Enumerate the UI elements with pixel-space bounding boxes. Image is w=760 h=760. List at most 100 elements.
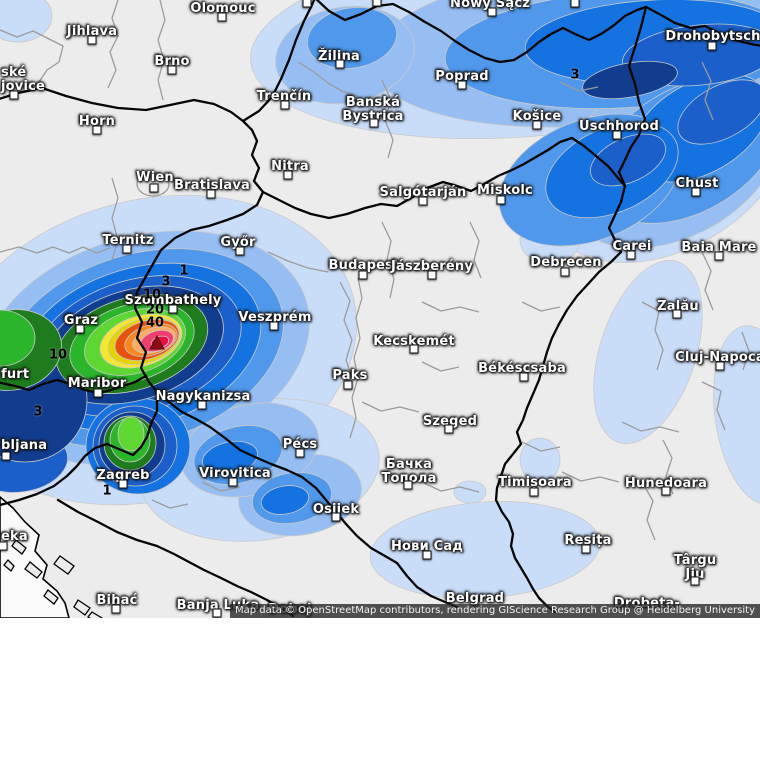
- legend-panel: Niederschlagssumme, 6std (mm) Prognose f…: [0, 618, 760, 760]
- city-marker: [691, 187, 701, 197]
- city-marker: [217, 12, 227, 22]
- contour-value-label: 3: [570, 67, 580, 83]
- city-label: Debrecen: [530, 254, 602, 270]
- city-marker: [87, 35, 97, 45]
- city-marker: [487, 7, 497, 17]
- city-marker: [457, 80, 467, 90]
- city-marker: [235, 246, 245, 256]
- city-label: Carei: [612, 238, 652, 254]
- city-marker: [331, 512, 341, 522]
- city-label: bljana: [1, 437, 48, 453]
- city-label: Pécs: [282, 436, 318, 452]
- city-marker: [295, 448, 305, 458]
- city-label: Uschhorod: [579, 118, 659, 134]
- city-marker: [418, 196, 428, 206]
- city-marker: [372, 0, 382, 7]
- city-label: Békéscsaba: [478, 360, 566, 376]
- city-label: Košice: [512, 108, 562, 124]
- city-marker: [167, 65, 177, 75]
- city-marker: [197, 400, 207, 410]
- city-label: Nowy Sącz: [449, 0, 531, 11]
- city-marker: [283, 170, 293, 180]
- city-label: Olomouc: [190, 0, 256, 16]
- city-label: Бачка Топола: [381, 456, 437, 486]
- city-label: Baia Mare: [681, 239, 757, 255]
- city-marker: [672, 309, 682, 319]
- city-label: Veszprém: [238, 309, 312, 325]
- city-marker: [206, 189, 216, 199]
- city-label: Paks: [332, 367, 368, 383]
- city-marker: [532, 120, 542, 130]
- city-label: eka: [1, 528, 28, 544]
- city-marker: [519, 372, 529, 382]
- map-label-layer: Jihlava Brno Olomouc ské jovice Horn Žilina Tre…: [0, 0, 760, 618]
- city-marker: [715, 361, 725, 371]
- city-marker: [75, 324, 85, 334]
- city-label: Banská Bystrica: [342, 94, 404, 124]
- city-label: Jihlava: [66, 23, 118, 39]
- city-label: Osijek: [312, 501, 360, 517]
- city-marker: [661, 486, 671, 496]
- national-borders: [0, 0, 760, 618]
- contour-value-label: 3: [161, 274, 171, 290]
- city-marker: [427, 270, 437, 280]
- city-marker: [358, 270, 368, 280]
- city-label: Belgrad: [445, 590, 505, 606]
- city-marker: [560, 267, 570, 277]
- regional-borders: [0, 0, 750, 541]
- city-label: Poprad: [435, 68, 489, 84]
- city-marker: [581, 544, 591, 554]
- city-label: Timișoara: [498, 474, 572, 490]
- city-label: Graz: [63, 312, 99, 328]
- map-attribution: Map data © OpenStreetMap contributors, r…: [230, 604, 760, 618]
- city-label: furt: [1, 366, 30, 382]
- city-marker: [0, 541, 8, 551]
- city-label: Budapest: [328, 257, 400, 273]
- city-label: Nitra: [271, 158, 309, 174]
- city-marker: [302, 0, 312, 8]
- city-marker: [403, 480, 413, 490]
- city-label: Bihać: [96, 592, 138, 608]
- city-label: Nagykanizsa: [155, 388, 251, 404]
- city-label: Salgótarján: [379, 184, 467, 200]
- city-label: Horn: [78, 113, 116, 129]
- city-marker: [168, 304, 178, 314]
- city-label: Zalău: [657, 298, 699, 314]
- contour-value-label: 10: [48, 347, 68, 363]
- city-marker: [149, 183, 159, 193]
- contour-value-label: 1: [179, 263, 189, 279]
- city-label: Brno: [154, 53, 190, 69]
- city-marker: [92, 125, 102, 135]
- city-marker: [707, 41, 717, 51]
- city-label: Szeged: [422, 413, 478, 429]
- city-marker: [118, 479, 128, 489]
- contour-value-label: 10: [142, 287, 162, 303]
- city-label: Târgu Jiu: [673, 552, 717, 582]
- city-label: Cluj-Napoca: [675, 349, 760, 365]
- city-marker: [690, 576, 700, 586]
- precipitation-map[interactable]: Jihlava Brno Olomouc ské jovice Horn Žilina Tre…: [0, 0, 760, 620]
- city-label: Resița: [564, 532, 612, 548]
- city-marker: [369, 118, 379, 128]
- city-label: Szombathely: [124, 292, 222, 308]
- map-svg: [0, 0, 760, 618]
- city-label: Drohobytsch: [665, 28, 760, 44]
- precip-top-mass: [0, 0, 760, 505]
- city-marker: [122, 244, 132, 254]
- city-label: Hunedoara: [624, 475, 708, 491]
- city-label: Wien: [136, 169, 174, 185]
- city-marker: [496, 195, 506, 205]
- city-label: ské jovice: [1, 64, 46, 94]
- city-marker: [343, 380, 353, 390]
- city-label: Bratislava: [174, 177, 250, 193]
- city-marker: [212, 608, 222, 618]
- city-marker: [269, 321, 279, 331]
- city-label: Žilina: [317, 48, 361, 64]
- city-marker: [228, 477, 238, 487]
- city-label: Chust: [675, 175, 719, 191]
- city-marker: [714, 251, 724, 261]
- city-marker: [612, 130, 622, 140]
- city-label: Jászberény: [391, 258, 473, 274]
- city-label: Virovitica: [199, 465, 271, 481]
